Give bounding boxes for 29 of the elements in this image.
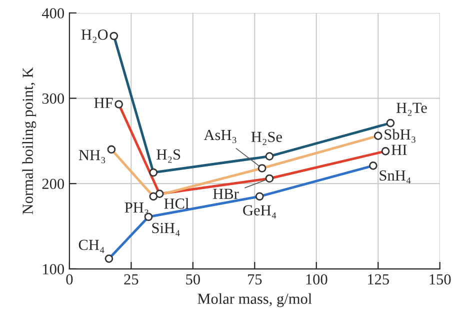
annotation: GeH₄	[243, 205, 276, 218]
y-axis-title: Normal boiling point, K	[22, 67, 36, 214]
annotation: SiH₄	[152, 222, 180, 236]
y-tick-label: 200	[42, 178, 64, 190]
x-tick-label: 50	[186, 274, 200, 285]
x-tick-label: 150	[430, 274, 451, 285]
annotation: HI	[392, 144, 407, 155]
y-tick-label: 300	[42, 93, 64, 104]
annotation: HCl	[164, 198, 189, 209]
annotation: HF	[94, 98, 113, 108]
annotation: H₂O	[81, 30, 108, 43]
x-tick-label: 100	[306, 274, 328, 285]
y-tick-label: 400	[42, 8, 64, 18]
annotation: CH₄	[78, 240, 104, 253]
annotation: HBr	[213, 188, 239, 199]
annotation: NH₃	[78, 150, 106, 164]
x-tick-label: 125	[368, 274, 389, 285]
annotation: H₂S	[156, 149, 180, 163]
x-tick-label: 0	[66, 274, 73, 285]
annotation: AsH₃	[204, 130, 236, 144]
annotation: H₂Se	[251, 132, 282, 146]
annotation: SnH₄	[380, 170, 411, 184]
x-tick-label: 25	[124, 274, 138, 285]
annotation: SbH₃	[384, 128, 416, 143]
y-tick-label: 100	[43, 264, 64, 274]
annotation: PH₃	[124, 202, 148, 216]
annotation: H₂Te	[396, 102, 427, 116]
x-axis-title: Molar mass, g/mol	[198, 293, 312, 308]
x-tick-label: 75	[248, 274, 262, 285]
